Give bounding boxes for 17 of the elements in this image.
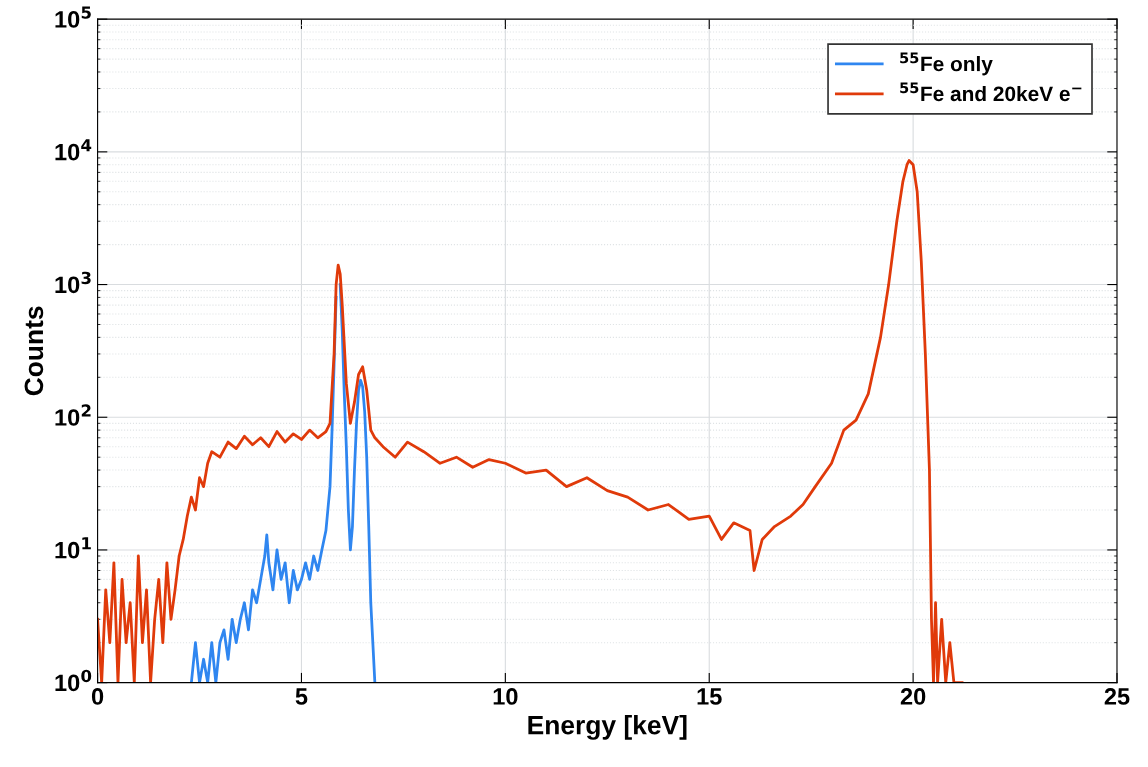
x-tick-label: 25 — [1104, 688, 1130, 705]
y-tick-label: 10$^{2}$ — [55, 404, 91, 426]
y-tick-label: 10$^{0}$ — [55, 669, 92, 692]
legend-label: $^{55}$Fe only — [900, 52, 993, 76]
x-axis-title: Energy [keV] — [528, 715, 687, 740]
legend-label: $^{55}$Fe and 20keV e$^{−}$ — [900, 82, 1082, 102]
y-tick-label: 10$^{5}$ — [55, 6, 91, 28]
x-tick-label: 20 — [900, 688, 926, 705]
x-tick-label: 0 — [91, 688, 104, 705]
y-axis-title: Counts — [24, 306, 44, 396]
x-tick-label: 10 — [493, 688, 518, 705]
x-tick-label: 15 — [697, 688, 722, 705]
y-tick-label: 10$^{3}$ — [55, 271, 91, 294]
y-tick-label: 10$^{1}$ — [55, 537, 91, 559]
y-tick-label: 10$^{4}$ — [55, 139, 92, 161]
line-series — [97, 159, 964, 683]
x-tick-label: 5 — [295, 688, 308, 705]
